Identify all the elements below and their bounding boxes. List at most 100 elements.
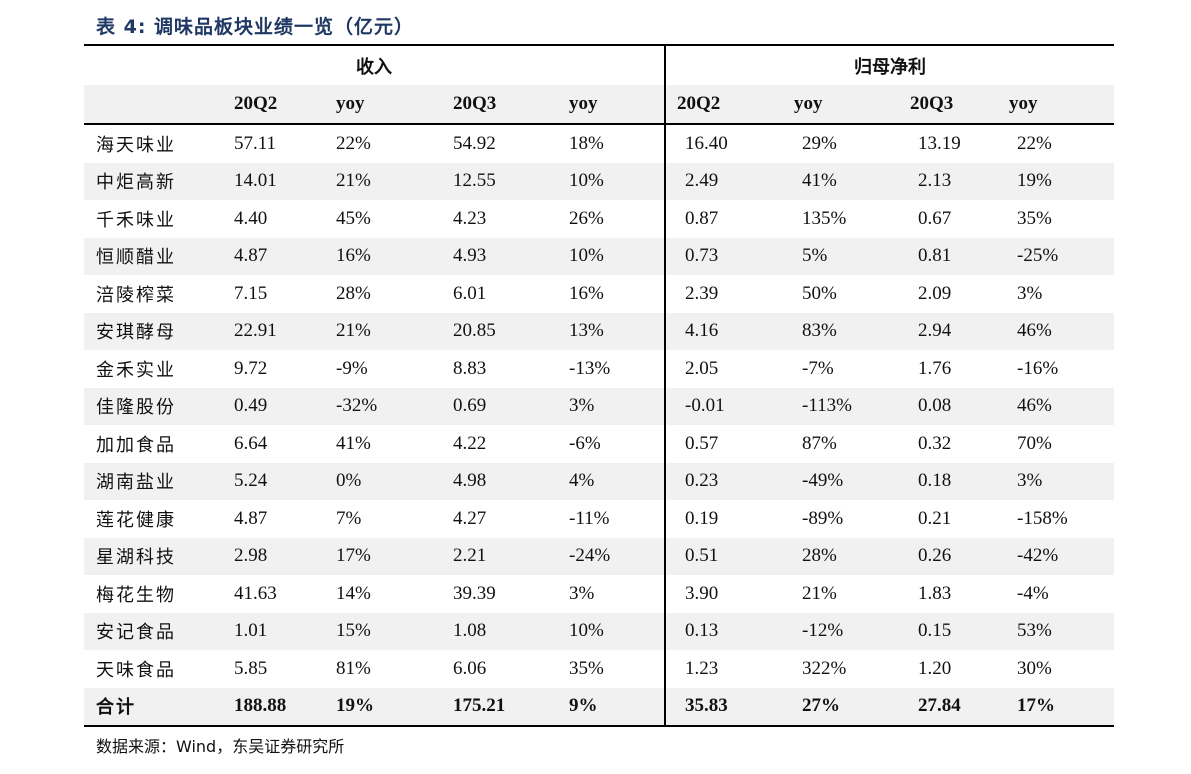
table-row: 湖南盐业 5.24 0% 4.98 4% 0.23 -49% 0.18 3% [84, 462, 1114, 500]
column-header: 20Q2 [234, 93, 278, 114]
value-cell: -158% [1017, 507, 1068, 529]
column-header: yoy [336, 93, 365, 114]
value-cell: 2.94 [918, 320, 952, 342]
value-cell: 8.83 [453, 357, 487, 379]
company-name-cell: 加加食品 [96, 434, 176, 456]
value-cell: 26% [569, 207, 604, 229]
value-cell: 21% [336, 320, 371, 342]
table-row: 莲花健康 4.87 7% 4.27 -11% 0.19 -89% 0.21 -158% [84, 500, 1114, 538]
value-cell: 4% [569, 470, 595, 492]
value-cell: 9% [569, 695, 598, 717]
value-cell: 22% [336, 132, 371, 154]
value-cell: 13.19 [918, 132, 961, 154]
value-cell: 16.40 [685, 132, 728, 154]
value-cell: 322% [802, 657, 847, 679]
value-cell: 3% [1017, 470, 1043, 492]
value-cell: 2.39 [685, 282, 719, 304]
value-cell: 45% [336, 207, 371, 229]
value-cell: 41% [802, 170, 837, 192]
value-cell: 7% [336, 507, 362, 529]
value-cell: 2.05 [685, 357, 719, 379]
value-cell: -0.01 [685, 395, 725, 417]
value-cell: 0.87 [685, 207, 719, 229]
value-cell: -32% [336, 395, 378, 417]
data-table: 收入 归母净利 20Q2 yoy 20Q3 yoy 20Q2 yoy 20Q3 yoy 海天味… [84, 44, 1114, 727]
value-cell: 0.73 [685, 245, 719, 267]
value-cell: 135% [802, 207, 847, 229]
value-cell: 4.40 [234, 207, 268, 229]
table-row: 佳隆股份 0.49 -32% 0.69 3% -0.01 -113% 0.08 46% [84, 387, 1114, 425]
company-name-cell: 湖南盐业 [96, 472, 176, 494]
value-cell: 0% [336, 470, 362, 492]
value-cell: -11% [569, 507, 610, 529]
value-cell: 0.69 [453, 395, 487, 417]
table-row: 安记食品 1.01 15% 1.08 10% 0.13 -12% 0.15 53% [84, 612, 1114, 650]
value-cell: 35% [1017, 207, 1052, 229]
value-cell: 1.76 [918, 357, 952, 379]
value-cell: 57.11 [234, 132, 277, 154]
value-cell: 1.01 [234, 620, 268, 642]
value-cell: 6.06 [453, 657, 487, 679]
value-cell: 35.83 [685, 695, 728, 717]
table-title: 表 4: 调味品板块业绩一览（亿元） [96, 16, 415, 38]
column-header: yoy [1009, 93, 1038, 114]
value-cell: 53% [1017, 620, 1052, 642]
value-cell: 29% [802, 132, 837, 154]
value-cell: -9% [336, 357, 368, 379]
table-row: 星湖科技 2.98 17% 2.21 -24% 0.51 28% 0.26 -42% [84, 537, 1114, 575]
total-row: 合计 188.88 19% 175.21 9% 35.83 27% 27.84 17% [84, 687, 1114, 725]
value-cell: 0.67 [918, 207, 952, 229]
company-name-cell: 金禾实业 [96, 359, 176, 381]
value-cell: 14% [336, 582, 371, 604]
group-header-net-profit: 归母净利 [854, 56, 926, 78]
value-cell: 9.72 [234, 357, 268, 379]
value-cell: 4.22 [453, 432, 487, 454]
value-cell: 188.88 [234, 695, 287, 717]
company-name-cell: 合计 [96, 697, 136, 719]
value-cell: 21% [336, 170, 371, 192]
value-cell: 175.21 [453, 695, 506, 717]
value-cell: 0.21 [918, 507, 952, 529]
value-cell: 2.49 [685, 170, 719, 192]
value-cell: 87% [802, 432, 837, 454]
value-cell: 50% [802, 282, 837, 304]
value-cell: 0.19 [685, 507, 719, 529]
value-cell: 3% [1017, 282, 1043, 304]
value-cell: 22.91 [234, 320, 277, 342]
value-cell: 16% [569, 282, 604, 304]
table-row: 海天味业 57.11 22% 54.92 18% 16.40 29% 13.19 22% [84, 125, 1114, 163]
column-header: 20Q3 [910, 93, 954, 114]
table-row: 恒顺醋业 4.87 16% 4.93 10% 0.73 5% 0.81 -25% [84, 237, 1114, 275]
value-cell: 6.01 [453, 282, 487, 304]
company-name-cell: 天味食品 [96, 659, 176, 681]
value-cell: 19% [1017, 170, 1052, 192]
company-name-cell: 恒顺醋业 [96, 247, 176, 269]
company-name-cell: 涪陵榨菜 [96, 284, 176, 306]
column-header: 20Q3 [453, 93, 497, 114]
value-cell: 0.26 [918, 545, 952, 567]
source-note: 数据来源：Wind，东吴证券研究所 [96, 737, 345, 756]
value-cell: -89% [802, 507, 844, 529]
table-row: 梅花生物 41.63 14% 39.39 3% 3.90 21% 1.83 -4% [84, 575, 1114, 613]
value-cell: 2.13 [918, 170, 952, 192]
table-body: 海天味业 57.11 22% 54.92 18% 16.40 29% 13.19 22% 中炬高新… [84, 125, 1114, 725]
value-cell: 0.23 [685, 470, 719, 492]
value-cell: 0.51 [685, 545, 719, 567]
value-cell: 41% [336, 432, 371, 454]
value-cell: -13% [569, 357, 611, 379]
value-cell: -7% [802, 357, 834, 379]
table-row: 千禾味业 4.40 45% 4.23 26% 0.87 135% 0.67 35% [84, 200, 1114, 238]
value-cell: 0.08 [918, 395, 952, 417]
value-cell: 17% [1017, 695, 1055, 717]
value-cell: 81% [336, 657, 371, 679]
value-cell: 27% [802, 695, 840, 717]
value-cell: -113% [802, 395, 852, 417]
value-cell: 14.01 [234, 170, 277, 192]
value-cell: 3% [569, 582, 595, 604]
value-cell: 5% [802, 245, 828, 267]
value-cell: 46% [1017, 320, 1052, 342]
value-cell: 21% [802, 582, 837, 604]
company-name-cell: 佳隆股份 [96, 397, 176, 419]
value-cell: 7.15 [234, 282, 268, 304]
table-row: 中炬高新 14.01 21% 12.55 10% 2.49 41% 2.13 19% [84, 162, 1114, 200]
